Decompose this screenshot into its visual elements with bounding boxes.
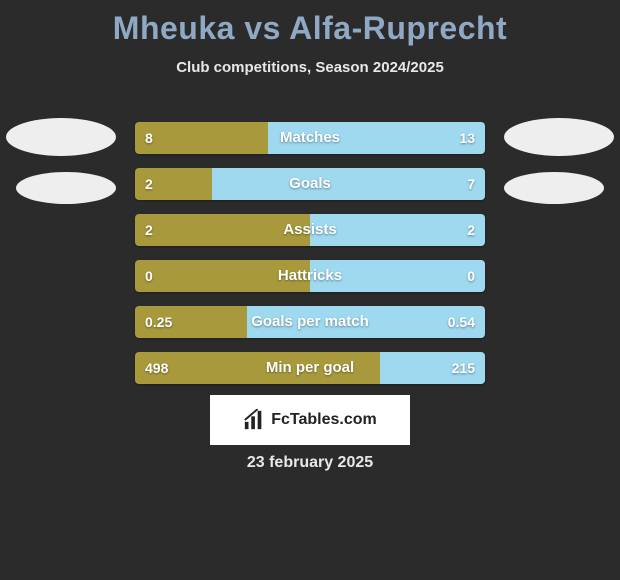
stat-label: Goals per match (135, 306, 485, 338)
stat-label: Goals (135, 168, 485, 200)
value-right: 0.54 (448, 306, 475, 338)
stat-label: Hattricks (135, 260, 485, 292)
stat-label: Assists (135, 214, 485, 246)
player-left-avatar-shadow (16, 172, 116, 204)
stat-row-min-per-goal: 498 Min per goal 215 (135, 352, 485, 384)
value-right: 0 (467, 260, 475, 292)
stats-container: 8 Matches 13 2 Goals 7 2 Assists 2 0 Hat… (135, 122, 485, 398)
value-right: 2 (467, 214, 475, 246)
stat-row-hattricks: 0 Hattricks 0 (135, 260, 485, 292)
subtitle: Club competitions, Season 2024/2025 (0, 59, 620, 76)
branding-text: FcTables.com (271, 411, 377, 429)
fctables-logo-icon (243, 409, 265, 431)
player-left-avatar (6, 118, 116, 156)
stat-row-matches: 8 Matches 13 (135, 122, 485, 154)
player-right-avatar-shadow (504, 172, 604, 204)
player-right-avatar (504, 118, 614, 156)
stat-row-goals: 2 Goals 7 (135, 168, 485, 200)
stat-row-assists: 2 Assists 2 (135, 214, 485, 246)
stat-label: Matches (135, 122, 485, 154)
value-right: 215 (452, 352, 475, 384)
value-right: 13 (459, 122, 475, 154)
date-label: 23 february 2025 (0, 454, 620, 472)
page-title: Mheuka vs Alfa-Ruprecht (0, 0, 620, 47)
branding-box[interactable]: FcTables.com (210, 395, 410, 445)
stat-label: Min per goal (135, 352, 485, 384)
stat-row-goals-per-match: 0.25 Goals per match 0.54 (135, 306, 485, 338)
value-right: 7 (467, 168, 475, 200)
